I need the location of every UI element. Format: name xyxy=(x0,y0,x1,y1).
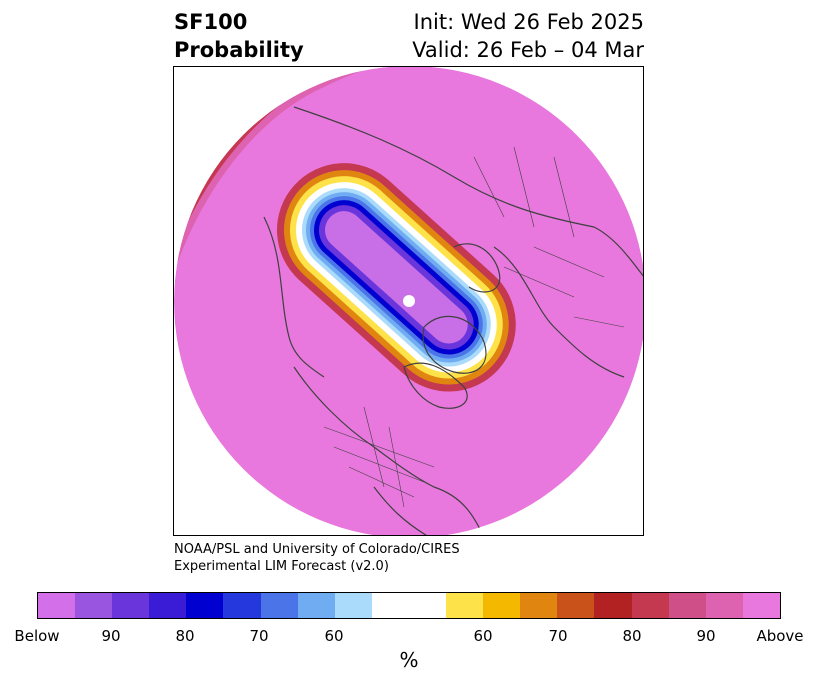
coastlines xyxy=(263,106,643,535)
init-date-label: Init: Wed 26 Feb 2025 xyxy=(413,10,644,34)
polar-map xyxy=(174,67,643,535)
border-lines-eurasia xyxy=(473,146,625,328)
coastline-pacific xyxy=(263,216,325,378)
valid-date-label: Valid: 26 Feb – 04 Mar xyxy=(412,38,644,62)
colorbar-segment xyxy=(260,593,298,618)
colorbar-segment xyxy=(668,593,706,618)
colorbar-tick-label: 90 xyxy=(696,627,716,645)
borders xyxy=(323,146,625,508)
colorbar-tick-label: 70 xyxy=(548,627,568,645)
colorbar-segment xyxy=(631,593,669,618)
coastline-mexico xyxy=(373,486,430,535)
colorbar-segment xyxy=(149,593,187,618)
title-line-quantity: Probability xyxy=(174,38,304,62)
colorbar-segment xyxy=(742,593,780,618)
colorbar-tick-label: 80 xyxy=(175,627,195,645)
colorbar-segment xyxy=(112,593,150,618)
colorbar-segment xyxy=(594,593,632,618)
title-line-variable: SF100 xyxy=(174,10,248,34)
colorbar-tick-label: 90 xyxy=(101,627,121,645)
credit-line-institution: NOAA/PSL and University of Colorado/CIRE… xyxy=(174,542,460,557)
coastline-scandinavia xyxy=(453,243,501,293)
colorbar-tick-label: Below xyxy=(14,627,60,645)
colorbar-segment xyxy=(75,593,113,618)
map-title: SF100 Probability xyxy=(174,8,304,64)
map-panel xyxy=(173,66,644,536)
colorbar-segment xyxy=(557,593,595,618)
credit-text: NOAA/PSL and University of Colorado/CIRE… xyxy=(174,541,460,575)
colorbar-unit-label: % xyxy=(399,648,419,672)
colorbar-segment xyxy=(186,593,224,618)
colorbar-segment xyxy=(334,593,372,618)
forecast-dates: Init: Wed 26 Feb 2025 Valid: 26 Feb – 04… xyxy=(412,8,644,64)
anomaly-core xyxy=(276,163,516,392)
colorbar-segment xyxy=(705,593,743,618)
credit-line-model: Experimental LIM Forecast (v2.0) xyxy=(174,559,389,574)
colorbar-segment xyxy=(520,593,558,618)
colorbar-tick-label: 80 xyxy=(622,627,642,645)
coastline-north-america xyxy=(293,366,485,535)
colorbar-segment xyxy=(371,593,447,618)
colorbar-tick-label: 60 xyxy=(473,627,493,645)
colorbar-tick-label: 70 xyxy=(249,627,269,645)
core-ring-cold-max xyxy=(324,211,468,344)
colorbar-segment xyxy=(446,593,484,618)
colorbar xyxy=(37,592,781,619)
pole-marker xyxy=(403,295,415,307)
colorbar-segment xyxy=(38,593,76,618)
coastline-greenland xyxy=(422,315,487,374)
colorbar-segment xyxy=(297,593,335,618)
colorbar-segment xyxy=(483,593,521,618)
coastline-eurasia xyxy=(293,106,643,278)
colorbar-tick-label: Above xyxy=(756,627,804,645)
colorbar-tick-label: 60 xyxy=(324,627,344,645)
coastline-europe xyxy=(493,246,625,378)
colorbar-segment xyxy=(223,593,261,618)
coastline-hudson xyxy=(403,362,468,409)
border-lines-north-america xyxy=(323,406,435,508)
